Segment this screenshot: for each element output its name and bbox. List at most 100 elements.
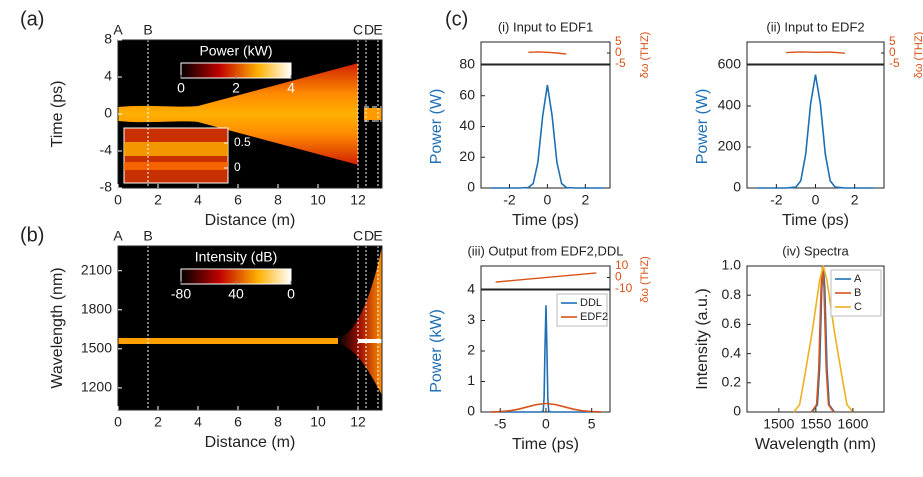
y-tick-label: 1.0 (722, 257, 742, 273)
chirp-frame (480, 41, 611, 65)
y-tick-label: 0 (733, 403, 741, 419)
chirp-tick-label: -10 (615, 281, 633, 295)
marker-label: B (143, 22, 152, 38)
legend-label: DDL (580, 297, 602, 309)
marker-label: D (364, 228, 374, 244)
colorbar-tick-label: 40 (228, 286, 244, 302)
y-tick-label: 0 (104, 105, 112, 121)
colorbar-label: Power (kW) (199, 43, 272, 59)
chirp-label: δω (THZ) (639, 32, 651, 78)
x-tick-label: 1600 (837, 416, 868, 432)
inset-band (124, 162, 228, 170)
legend-label: A (854, 273, 862, 285)
chirp-tick-label: 0 (615, 45, 622, 59)
x-axis-label: Wavelength (nm) (755, 436, 876, 453)
x-tick-label: 0 (114, 192, 122, 208)
x-tick-label: -5 (494, 416, 507, 432)
chirp-label: δω (THZ) (913, 32, 923, 78)
chirp-tick-label: -5 (889, 56, 900, 70)
x-axis-label: Time (ps) (512, 212, 579, 229)
y-tick-label: 40 (459, 117, 475, 133)
line (491, 305, 601, 413)
y-tick-label: 3 (467, 311, 475, 327)
y-tick-label: 0.2 (722, 374, 742, 390)
y-tick-label: 0 (467, 403, 475, 419)
marker-label: A (113, 22, 123, 38)
x-axis-label: Distance (m) (205, 434, 296, 451)
chirp-tick-label: 10 (615, 258, 629, 272)
x-axis-label: Time (ps) (782, 212, 849, 229)
inset-band (124, 142, 228, 156)
x-tick-label: 12 (350, 192, 366, 208)
y-tick-label: 1200 (81, 379, 112, 395)
axes-frame (117, 245, 383, 411)
panel-label: (b) (20, 224, 44, 246)
x-tick-label: 5 (588, 416, 596, 432)
panel-label: (c) (445, 8, 468, 30)
x-tick-label: 12 (350, 414, 366, 430)
y-tick-label: 80 (459, 56, 475, 72)
chart-title: (iii) Output from EDF2,DDL (467, 243, 623, 258)
y-tick-label: 2100 (81, 261, 112, 277)
x-tick-label: 2 (851, 192, 859, 208)
chirp-line (528, 51, 567, 55)
y-tick-label: 600 (718, 56, 742, 72)
y-tick-label: 2 (467, 342, 475, 358)
chart-title: (ii) Input to EDF2 (766, 19, 864, 34)
chart-title: (i) Input to EDF1 (498, 19, 593, 34)
heatmap-field (358, 339, 382, 344)
y-tick-label: 0.6 (722, 315, 742, 331)
heatmap-field (364, 108, 382, 120)
x-tick-label: 1550 (800, 416, 831, 432)
y-tick-label: 1 (467, 372, 475, 388)
marker-label: D (364, 22, 374, 38)
legend-label: EDF2 (580, 311, 608, 323)
colorbar-tick-label: 0 (287, 286, 295, 302)
heatmap-field (118, 338, 358, 345)
line (756, 74, 875, 189)
x-axis-label: Distance (m) (205, 212, 296, 229)
x-tick-label: 6 (234, 414, 242, 430)
y-tick-label: -4 (100, 142, 113, 158)
marker-label: C (353, 22, 363, 38)
y-tick-label: 1800 (81, 300, 112, 316)
y-tick-label: 0 (733, 179, 741, 195)
y-tick-label: 4 (467, 281, 475, 297)
line (490, 84, 605, 189)
marker-label: B (143, 228, 152, 244)
chart-title: (iv) Spectra (782, 243, 849, 258)
x-tick-label: 0 (543, 192, 551, 208)
y-tick-label: 0.4 (722, 344, 742, 360)
colorbar-tick-label: 0 (177, 80, 185, 96)
y-tick-label: 0.8 (722, 286, 742, 302)
x-tick-label: 1500 (763, 416, 794, 432)
x-tick-label: -2 (503, 192, 516, 208)
colorbar-tick-label: 2 (232, 80, 240, 96)
y-axis-label: Intensity (a.u.) (694, 288, 711, 389)
chirp-line (786, 51, 845, 54)
heatmap-field (338, 246, 382, 395)
legend-label: B (854, 287, 861, 299)
inset-tick-label: 0.5 (234, 135, 251, 149)
chirp-tick-label: 5 (889, 34, 896, 48)
chirp-tick-label: 5 (615, 34, 622, 48)
marker-label: E (373, 228, 382, 244)
x-tick-label: 10 (310, 192, 326, 208)
x-tick-label: 2 (154, 414, 162, 430)
colorbar-tick-label: 4 (287, 80, 295, 96)
y-axis-label: Wavelength (nm) (49, 267, 66, 388)
chirp-tick-label: 0 (615, 270, 622, 284)
y-tick-label: -8 (100, 179, 113, 195)
x-tick-label: 6 (234, 192, 242, 208)
legend-label: C (854, 301, 862, 313)
chirp-label: δω (THZ) (639, 256, 651, 302)
marker-label: A (113, 228, 123, 244)
y-tick-label: 200 (718, 138, 742, 154)
chirp-tick-label: -5 (615, 56, 626, 70)
colorbar-label: Intensity (dB) (195, 249, 277, 265)
y-axis-label: Power (kW) (428, 309, 445, 393)
chirp-tick-label: 0 (889, 45, 896, 59)
line (491, 402, 601, 413)
inset-tick-label: 0 (234, 160, 241, 174)
